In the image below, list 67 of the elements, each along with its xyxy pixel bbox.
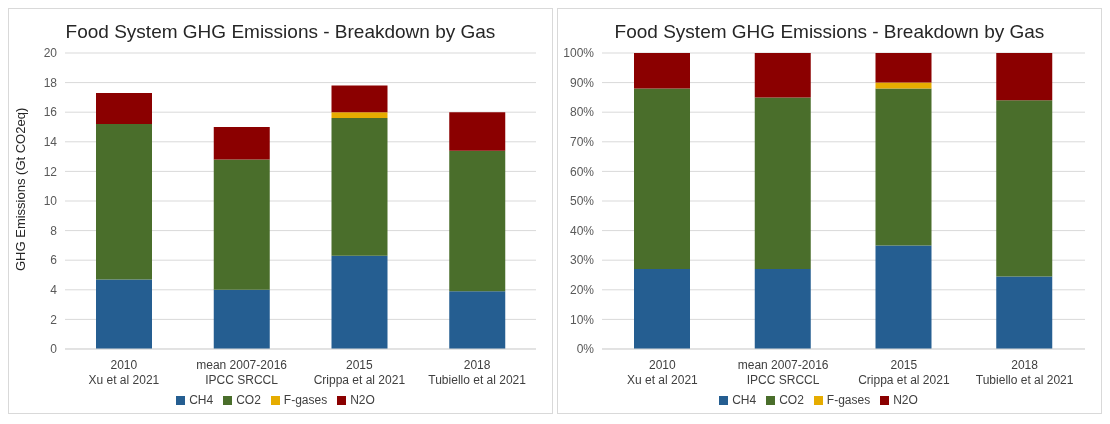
legend-label: N2O [350,393,375,407]
chart-title: Food System GHG Emissions - Breakdown by Gas [613,21,1046,44]
bar [634,269,690,349]
bar [875,88,932,246]
x-tick-label: mean 2007-2016 IPCC SRCCL [737,358,829,387]
bar [996,276,1053,349]
legend-label: CO2 [236,393,261,407]
chart-title: Food System GHG Emissions - Breakdown by Gas [64,21,497,44]
y-tick-label: 30% [569,253,595,268]
y-tick-label: 0 [50,342,58,357]
legend-label: F-gases [826,393,871,407]
bar [96,92,152,125]
bar [996,53,1053,101]
y-tick-label: 80% [569,105,595,120]
legend-label: CO2 [779,393,804,407]
bar [331,85,388,113]
bar [213,159,270,290]
x-tick-label: 2010 Xu et al 2021 [627,358,699,387]
bar [449,112,506,151]
bar [875,245,932,349]
y-tick-label: 100% [563,46,595,61]
x-tick-label: 2018 Tubiello et al 2021 [975,358,1074,387]
y-tick-label: 14 [43,135,58,150]
y-tick-label: 40% [569,223,595,238]
y-tick-label: 12 [43,164,58,179]
legend-label: N2O [893,393,918,407]
x-tick-label: 2015 Crippa et al 2021 [858,358,950,387]
y-tick-label: 6 [50,253,58,268]
bar [996,100,1053,277]
x-tick-label: 2018 Tubiello et al 2021 [428,358,527,387]
y-tick-label: 8 [50,223,58,238]
y-tick-label: 10 [43,194,58,209]
bar [213,127,270,160]
bar [754,269,811,349]
y-tick-label: 20% [569,283,595,298]
y-tick-label: 20 [43,46,58,61]
y-tick-label: 60% [569,164,595,179]
bar [331,255,388,349]
y-tick-label: 50% [569,194,595,209]
y-tick-label: 18 [43,75,58,90]
x-tick-label: 2015 Crippa et al 2021 [313,358,406,387]
bar [634,88,690,270]
bar [634,53,690,89]
x-tick-label: 2010 Xu et al 2021 [88,358,160,387]
bar [449,291,506,349]
bar [449,150,506,292]
bar [331,118,388,256]
bar [96,279,152,349]
x-tick-label: mean 2007-2016 IPCC SRCCL [196,358,288,387]
legend-label: CH4 [732,393,757,407]
bar [754,97,811,270]
bar [875,53,932,83]
y-axis-title: GHG Emissions (Gt CO2eq) [12,107,28,271]
legend-label: F-gases [283,393,328,407]
legend-label: CH4 [189,393,214,407]
y-tick-label: 0% [576,342,595,357]
y-tick-label: 16 [43,105,58,120]
bar [96,124,152,280]
y-tick-label: 2 [50,312,58,327]
bar [754,53,811,98]
bar [331,112,388,119]
bar [213,289,270,349]
y-tick-label: 10% [569,312,595,327]
y-tick-label: 4 [50,283,58,298]
bar [875,82,932,89]
y-tick-label: 90% [569,75,595,90]
y-tick-label: 70% [569,135,595,150]
